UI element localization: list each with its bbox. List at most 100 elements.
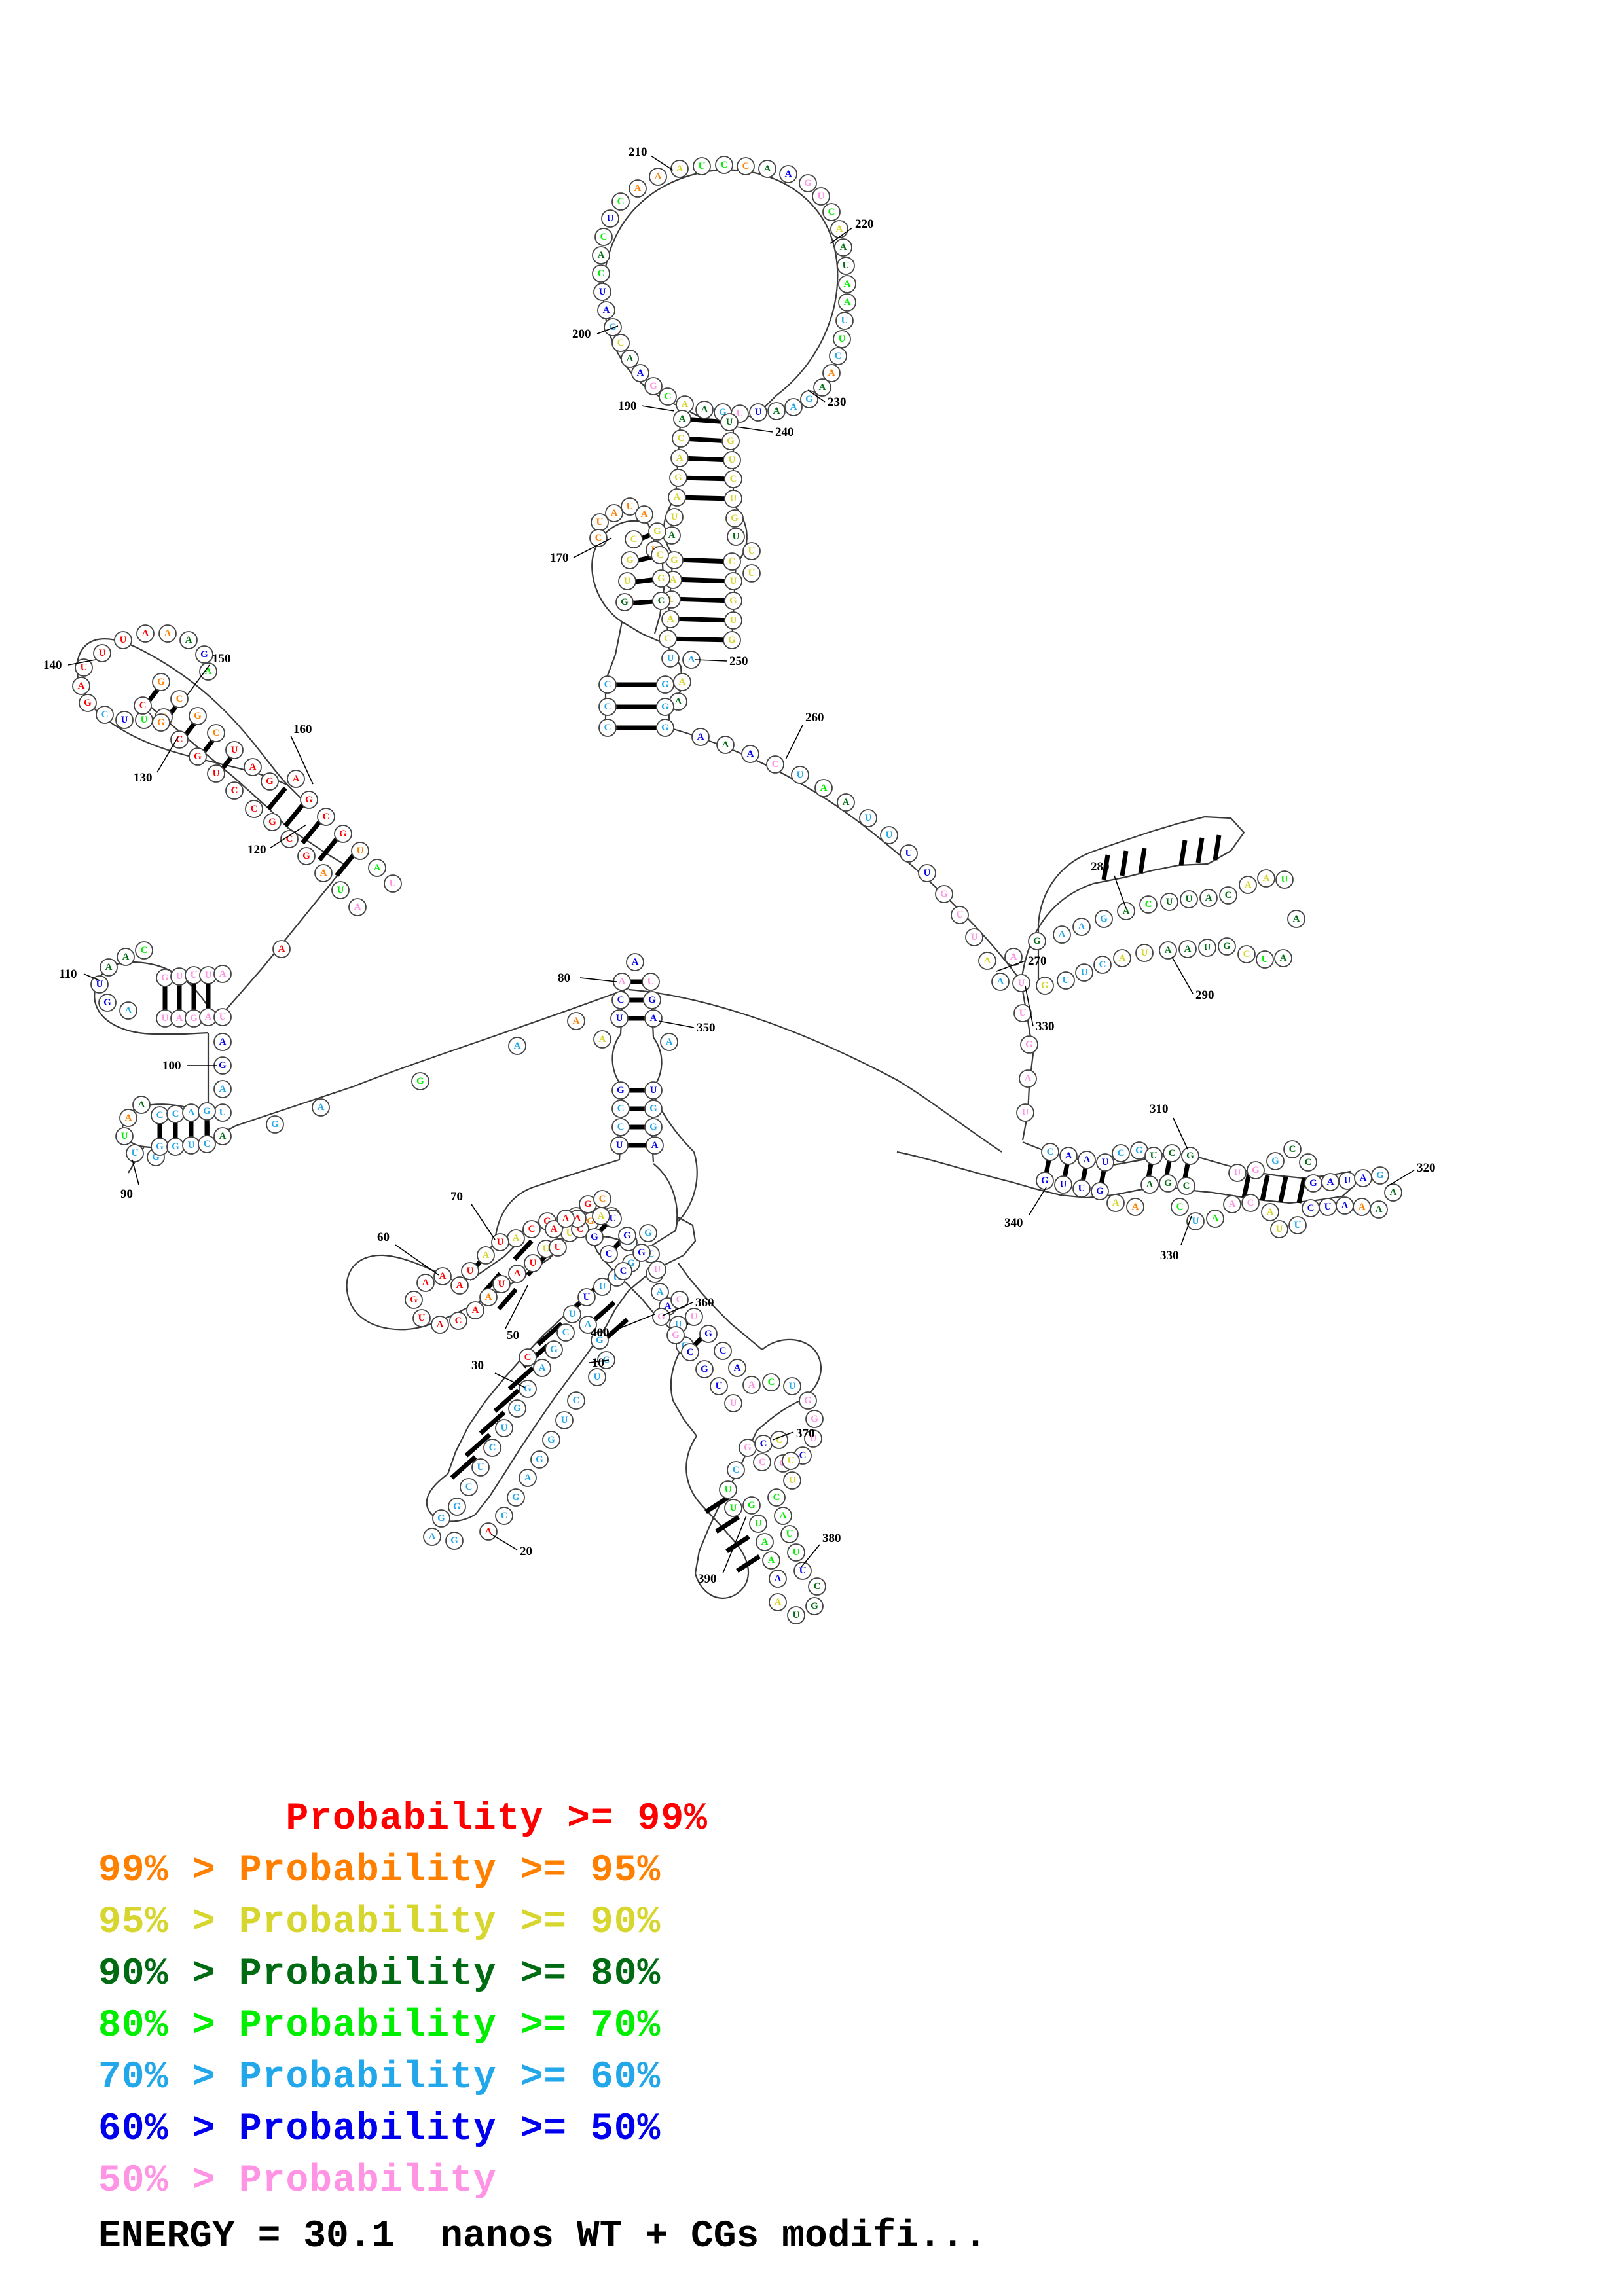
svg-text:U: U bbox=[789, 1381, 796, 1391]
svg-text:A: A bbox=[668, 530, 676, 541]
svg-text:G: G bbox=[1100, 914, 1108, 924]
hairpin-110: A C A U G A G U U A U G U A A U A bbox=[90, 941, 232, 1145]
pos-label-text: 100 bbox=[162, 1059, 181, 1073]
svg-text:A: A bbox=[764, 164, 771, 174]
svg-text:A: A bbox=[820, 783, 828, 793]
svg-text:C: C bbox=[760, 1439, 767, 1449]
position-label-390: 390 bbox=[698, 1515, 747, 1586]
svg-text:U: U bbox=[1018, 978, 1025, 988]
svg-text:G: G bbox=[591, 1232, 598, 1242]
pos-label-text: 130 bbox=[134, 771, 153, 785]
position-label-330: 330 bbox=[1025, 985, 1055, 1033]
svg-text:U: U bbox=[971, 932, 978, 942]
svg-text:U: U bbox=[616, 1140, 623, 1151]
position-label-270: 270 bbox=[996, 954, 1047, 972]
svg-text:G: G bbox=[302, 851, 310, 861]
backbone-strands bbox=[76, 169, 1355, 1599]
svg-text:U: U bbox=[650, 1085, 657, 1096]
svg-text:U: U bbox=[729, 455, 736, 465]
svg-text:G: G bbox=[649, 381, 657, 391]
svg-text:U: U bbox=[219, 1012, 227, 1022]
svg-text:A: A bbox=[603, 305, 610, 315]
svg-text:A: A bbox=[249, 762, 257, 772]
svg-text:C: C bbox=[577, 1224, 584, 1234]
svg-text:G: G bbox=[672, 1330, 680, 1340]
branch-360-410: A G U C G C G U G C G U C G G C U bbox=[545, 1207, 826, 1624]
position-label-320: 320 bbox=[1387, 1161, 1436, 1187]
position-label-150: 150 bbox=[187, 652, 231, 696]
svg-text:G: G bbox=[1135, 1145, 1143, 1156]
svg-text:U: U bbox=[1060, 1179, 1067, 1190]
svg-text:C: C bbox=[1183, 1181, 1190, 1191]
svg-text:U: U bbox=[799, 1566, 807, 1576]
svg-text:C: C bbox=[524, 1352, 532, 1363]
svg-text:A: A bbox=[514, 1041, 521, 1051]
svg-text:G: G bbox=[1041, 1175, 1049, 1186]
svg-text:G: G bbox=[653, 526, 661, 537]
svg-text:U: U bbox=[561, 1415, 568, 1426]
svg-text:G: G bbox=[453, 1501, 461, 1512]
svg-text:A: A bbox=[619, 977, 626, 987]
svg-text:A: A bbox=[485, 1292, 492, 1302]
svg-text:U: U bbox=[176, 971, 183, 982]
svg-text:A: A bbox=[670, 575, 677, 585]
svg-text:C: C bbox=[1247, 1198, 1254, 1208]
svg-text:A: A bbox=[318, 1102, 325, 1113]
strand-350: U G A U bbox=[1013, 1004, 1038, 1122]
svg-text:C: C bbox=[1243, 949, 1250, 960]
pos-label-text: 400 bbox=[591, 1326, 610, 1340]
svg-text:U: U bbox=[231, 745, 238, 755]
pos-label-text: 70 bbox=[450, 1190, 463, 1204]
svg-text:C: C bbox=[678, 433, 685, 444]
svg-text:A: A bbox=[524, 1473, 532, 1483]
svg-text:A: A bbox=[562, 1213, 570, 1224]
svg-text:A: A bbox=[219, 969, 227, 979]
svg-text:U: U bbox=[627, 501, 634, 512]
position-label-170: 170 bbox=[550, 537, 612, 565]
svg-text:A: A bbox=[679, 414, 686, 424]
svg-text:C: C bbox=[1305, 1157, 1312, 1168]
svg-text:A: A bbox=[843, 797, 850, 808]
svg-text:U: U bbox=[616, 1013, 623, 1024]
svg-text:U: U bbox=[1102, 1157, 1109, 1168]
svg-text:U: U bbox=[1186, 894, 1193, 905]
svg-text:U: U bbox=[726, 417, 733, 427]
svg-text:A: A bbox=[675, 696, 682, 707]
svg-text:A: A bbox=[667, 614, 674, 624]
svg-text:U: U bbox=[1166, 897, 1173, 907]
position-label-260: 260 bbox=[785, 711, 824, 760]
svg-text:G: G bbox=[623, 1230, 631, 1241]
pos-label-text: 200 bbox=[572, 327, 591, 341]
svg-text:U: U bbox=[162, 1013, 169, 1024]
svg-text:C: C bbox=[828, 207, 835, 217]
svg-text:G: G bbox=[621, 597, 629, 607]
svg-text:G: G bbox=[617, 1085, 625, 1096]
svg-text:G: G bbox=[1252, 1165, 1260, 1175]
position-labels: 210 220 200 230 190 240 170 250 260 270 … bbox=[43, 145, 1436, 1586]
svg-text:U: U bbox=[1019, 1008, 1027, 1018]
position-label-140: 140 bbox=[43, 658, 96, 672]
svg-text:U: U bbox=[730, 1398, 737, 1408]
svg-text:G: G bbox=[305, 795, 313, 805]
svg-text:U: U bbox=[843, 260, 850, 271]
svg-text:G: G bbox=[657, 1312, 665, 1322]
svg-text:U: U bbox=[501, 1423, 508, 1433]
svg-text:U: U bbox=[667, 653, 674, 664]
svg-text:A: A bbox=[844, 297, 851, 308]
svg-text:A: A bbox=[354, 902, 361, 912]
svg-text:A: A bbox=[734, 1363, 741, 1373]
svg-text:G: G bbox=[744, 1443, 752, 1453]
svg-text:A: A bbox=[138, 1100, 145, 1110]
svg-text:U: U bbox=[675, 1319, 682, 1330]
svg-text:A: A bbox=[1212, 1213, 1219, 1224]
svg-text:A: A bbox=[836, 224, 843, 234]
svg-text:C: C bbox=[772, 759, 779, 770]
svg-text:U: U bbox=[818, 191, 825, 202]
svg-text:G: G bbox=[729, 596, 737, 606]
pos-label-text: 110 bbox=[59, 967, 77, 981]
svg-text:A: A bbox=[650, 1013, 657, 1024]
svg-text:A: A bbox=[1025, 1073, 1032, 1084]
svg-text:A: A bbox=[790, 402, 797, 412]
svg-text:C: C bbox=[773, 1492, 780, 1503]
position-label-220: 220 bbox=[830, 217, 874, 244]
